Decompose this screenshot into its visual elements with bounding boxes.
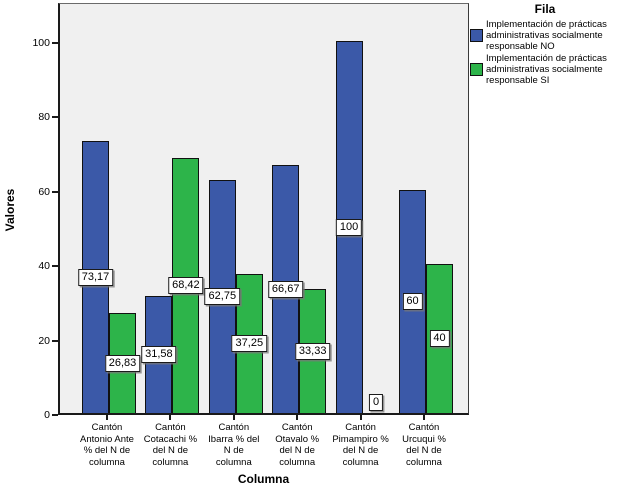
x-category-label-line: del N de: [279, 445, 315, 456]
x-category-label-line: Cotacachi %: [143, 433, 198, 445]
x-category-label-line: del N de: [342, 445, 379, 456]
y-tick-mark-100: [52, 42, 58, 44]
x-category-label-line: Antonio Ante: [80, 433, 134, 445]
x-category-label-line: Otavalo %: [275, 433, 320, 445]
x-category-label-line: % del N de: [83, 445, 131, 456]
y-tick-mark-40: [52, 265, 58, 267]
y-tick-mark-0: [52, 414, 58, 416]
value-label-si-1: 68,42: [168, 277, 204, 294]
x-category-label-line: columna: [152, 456, 189, 468]
legend: Fila Implementación de prácticas adminis…: [470, 2, 626, 87]
value-label-si-0: 26,83: [104, 355, 141, 372]
x-category-label-4: Cantón Pimampiro % del N de columna: [318, 422, 404, 468]
x-category-label-line: Cantón: [155, 422, 186, 433]
x-category-label-line: columna: [342, 456, 379, 468]
y-tick-label-80: 80: [38, 111, 50, 123]
legend-label-no: Implementación de prácticas administrati…: [486, 19, 607, 52]
x-category-label-line: Urcuqui %: [402, 433, 446, 445]
x-category-label-line: N de: [223, 445, 244, 456]
y-tick-label-100: 100: [32, 37, 50, 49]
legend-swatch-si-icon: [470, 63, 483, 76]
x-category-label-line: columna: [215, 456, 252, 468]
y-tick-mark-80: [52, 116, 58, 118]
value-label-si-2: 37,25: [231, 335, 268, 352]
value-label-no-4: 100: [335, 219, 363, 236]
value-label-no-1: 31,58: [141, 346, 177, 363]
plot-area: 73,17 26,83 31,58 68,42 62,75 37,25 66,67 33,33…: [58, 3, 469, 415]
y-axis-title: Valores: [3, 188, 17, 232]
y-tick-label-20: 20: [38, 335, 50, 347]
x-category-label-3: Cantón Otavalo % del N de columna: [254, 422, 340, 468]
x-tick-mark-1: [169, 415, 172, 420]
value-label-no-2: 62,75: [204, 288, 241, 305]
y-tick-mark-20: [52, 340, 58, 342]
y-tick-mark-60: [52, 191, 58, 193]
legend-items: Implementación de prácticas administrati…: [470, 19, 626, 86]
value-label-si-5: 40: [429, 330, 450, 347]
x-category-label-line: Cantón: [91, 422, 123, 433]
x-category-label-line: columna: [89, 456, 125, 468]
value-label-si-3: 33,33: [294, 343, 331, 360]
value-label-no-5: 60: [402, 293, 423, 310]
y-tick-label-0: 0: [44, 409, 50, 421]
legend-item-si: Implementación de prácticas administrati…: [470, 53, 626, 86]
legend-label-si: Implementación de prácticas administrati…: [486, 53, 607, 86]
x-category-label-line: Cantón: [408, 422, 440, 433]
x-category-label-line: columna: [406, 456, 442, 468]
x-category-label-5: Cantón Urcuqui % del N de columna: [381, 422, 467, 468]
y-tick-label-60: 60: [38, 186, 50, 198]
x-category-label-line: Pimampiro %: [332, 433, 389, 445]
value-label-no-0: 73,17: [77, 269, 114, 286]
x-tick-mark-3: [296, 415, 299, 420]
x-tick-mark-0: [106, 415, 108, 420]
legend-item-no: Implementación de prácticas administrati…: [470, 19, 626, 52]
legend-title: Fila: [534, 2, 556, 16]
x-axis-title: Columna: [237, 472, 290, 486]
x-tick-mark-5: [423, 415, 425, 420]
x-category-label-line: Ibarra % del: [208, 433, 260, 445]
x-category-label-line: Cantón: [281, 422, 313, 433]
value-label-si-4: 0: [369, 394, 384, 411]
x-category-label-2: Cantón Ibarra % del N de columna: [191, 422, 277, 468]
x-category-label-line: Cantón: [218, 422, 250, 433]
x-tick-mark-4: [359, 415, 362, 420]
value-label-no-3: 66,67: [267, 281, 304, 298]
x-category-label-1: Cantón Cotacachi % del N de columna: [127, 422, 213, 468]
x-category-label-0: Cantón Antonio Ante% del N de columna: [64, 422, 150, 468]
legend-swatch-no-icon: [470, 29, 483, 42]
x-category-label-line: columna: [279, 456, 316, 468]
x-category-label-line: Cantón: [345, 422, 376, 433]
x-category-label-line: del N de: [152, 445, 189, 456]
x-category-label-line: del N de: [406, 445, 442, 456]
y-tick-label-40: 40: [38, 260, 50, 272]
x-tick-mark-2: [232, 415, 235, 420]
